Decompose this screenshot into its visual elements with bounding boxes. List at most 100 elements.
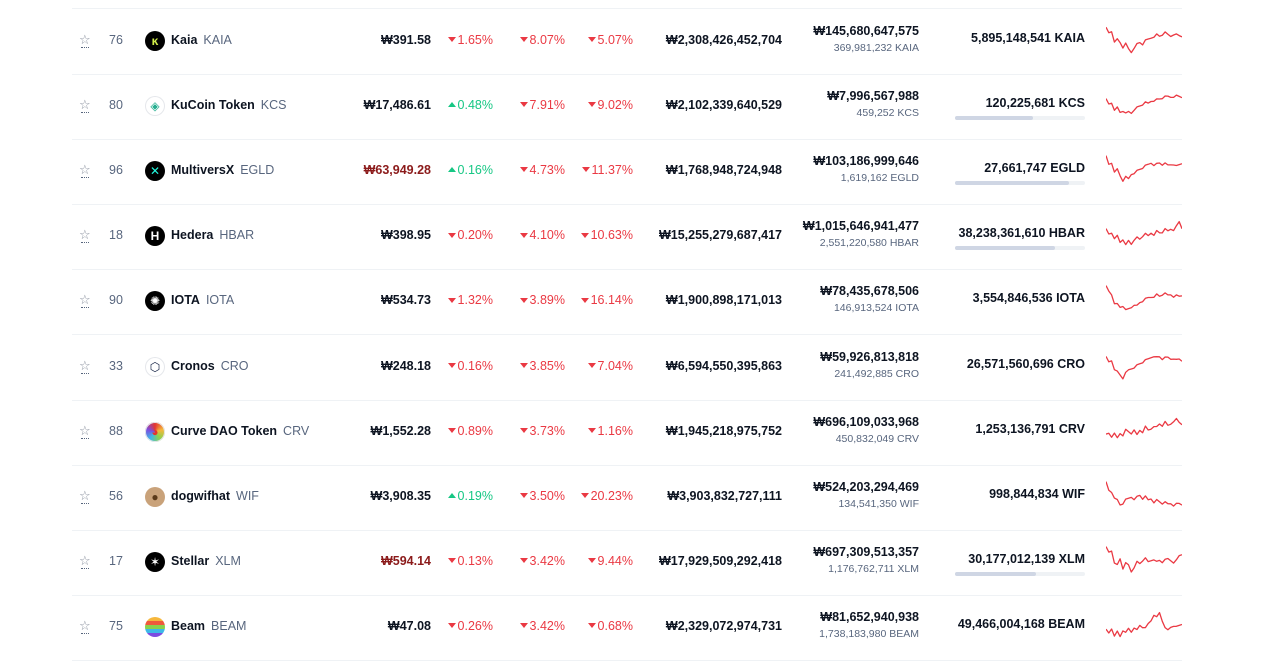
coin-name-link[interactable]: Beam BEAM	[171, 619, 246, 633]
star-outline-icon[interactable]: ☆	[79, 487, 91, 504]
volume-24h[interactable]: ₩7,996,567,988	[827, 89, 919, 104]
volume-24h[interactable]: ₩524,203,294,469	[813, 479, 919, 494]
caret-up-icon	[447, 492, 456, 498]
volume-24h[interactable]: ₩697,309,513,357	[813, 544, 919, 559]
table-row[interactable]: ☆ 90 ✺ IOTA IOTA ₩534.73 1.32% 3.89% 16.14% ₩1,90…	[72, 269, 1182, 336]
coin-name-link[interactable]: Kaia KAIA	[171, 33, 232, 47]
change-7d-value: 0.68%	[597, 618, 633, 633]
change-1h: 0.48%	[447, 98, 493, 112]
coin-price: ₩248.18	[380, 358, 431, 373]
sparkline-path	[1106, 26, 1182, 54]
change-24h-value: 4.10%	[529, 228, 565, 243]
coin-logo-glyph: ✕	[149, 164, 161, 179]
dotted-underline	[81, 437, 89, 439]
coin-symbol: CRO	[220, 358, 249, 373]
volume-24h[interactable]: ₩696,109,033,968	[813, 414, 919, 429]
volume-24h[interactable]: ₩145,680,647,575	[813, 24, 919, 38]
table-row[interactable]: ☆ 88 ◕ Curve DAO Token CRV ₩1,552.28 0.89% 3.73…	[72, 400, 1182, 466]
circulating-supply: 3,554,846,536 IOTA	[972, 291, 1085, 306]
coin-logo-icon: ✶	[145, 551, 165, 572]
change-24h-value: 3.89%	[529, 293, 565, 308]
caret-down-icon	[587, 623, 596, 629]
coin-logo-icon: ✺	[145, 291, 165, 312]
change-7d-value: 11.37%	[591, 163, 633, 178]
coin-name-link[interactable]: Curve DAO Token CRV	[171, 424, 309, 438]
caret-down-icon	[581, 167, 590, 173]
volume-24h[interactable]: ₩103,186,999,646	[813, 154, 919, 169]
market-cap: ₩1,768,948,724,948	[665, 163, 782, 178]
change-1h: 0.20%	[447, 228, 493, 243]
star-outline-icon[interactable]: ☆	[79, 357, 91, 374]
market-cap: ₩1,945,218,975,752	[665, 423, 782, 438]
circulating-supply: 998,844,834 WIF	[989, 486, 1085, 501]
change-7d-value: 20.23%	[590, 488, 633, 503]
rank-number: 96	[109, 163, 123, 178]
circulating-supply: 120,225,681 KCS	[985, 96, 1085, 111]
star-outline-icon[interactable]: ☆	[79, 97, 91, 114]
table-row[interactable]: ☆ 80 ◈ KuCoin Token KCS ₩17,486.61 0.48% 7.91% 9…	[72, 74, 1182, 141]
supply-progress-bar	[955, 571, 1085, 576]
market-cap: ₩1,900,898,171,013	[665, 293, 782, 308]
coin-price: ₩47.08	[387, 618, 431, 633]
coin-name-link[interactable]: IOTA IOTA	[171, 293, 234, 307]
volume-24h[interactable]: ₩81,652,940,938	[820, 609, 919, 624]
star-outline-icon[interactable]: ☆	[79, 552, 91, 569]
star-outline-icon[interactable]: ☆	[79, 617, 91, 634]
star-outline-icon[interactable]: ☆	[79, 162, 91, 179]
coin-symbol: IOTA	[205, 293, 235, 308]
coin-name: Curve DAO Token	[171, 423, 278, 438]
coin-symbol: EGLD	[240, 163, 275, 178]
change-1h: 0.19%	[447, 489, 493, 503]
volume-24h[interactable]: ₩59,926,813,818	[820, 349, 919, 364]
sparkline-7d	[1106, 355, 1182, 380]
coin-logo-glyph: ●	[151, 489, 159, 504]
circulating-supply: 30,177,012,139 XLM	[968, 551, 1085, 566]
coin-symbol: WIF	[236, 488, 259, 503]
table-row[interactable]: ☆ 56 ● dogwifhat WIF ₩3,908.35 0.19% 3.50% 20.23…	[72, 465, 1182, 531]
change-24h: 4.73%	[519, 163, 565, 177]
star-outline-icon[interactable]: ☆	[79, 422, 91, 439]
sparkline-path	[1106, 417, 1182, 438]
change-1h-value: 0.20%	[457, 228, 493, 243]
table-row[interactable]: ☆ 96 ✕ MultiversX EGLD ₩63,949.28 0.16% 4.73% 11…	[72, 139, 1182, 206]
volume-24h[interactable]: ₩78,435,678,506	[820, 284, 919, 299]
volume-24h[interactable]: ₩1,015,646,941,477	[802, 219, 919, 234]
rank-number: 18	[109, 228, 123, 243]
coin-name-link[interactable]: dogwifhat WIF	[171, 489, 259, 503]
coin-name-link[interactable]: MultiversX EGLD	[171, 163, 274, 177]
table-row[interactable]: ☆ 17 ✶ Stellar XLM ₩594.14 0.13% 3.42% 9.44% ₩17,…	[72, 530, 1182, 596]
coin-symbol: BEAM	[211, 618, 247, 633]
caret-down-icon	[519, 232, 528, 238]
coin-logo-icon: ✕	[145, 161, 165, 182]
coin-logo-glyph: ◕	[151, 424, 159, 439]
coin-name-link[interactable]: KuCoin Token KCS	[171, 98, 287, 112]
market-cap: ₩3,903,832,727,111	[667, 488, 782, 503]
sparkline-path	[1106, 481, 1182, 507]
coin-logo-glyph: ĸ	[151, 34, 159, 48]
table-row[interactable]: ☆ 75 Beam BEAM ₩47.08 0.26% 3.42% 0.68% ₩2,329,0…	[72, 595, 1182, 661]
caret-down-icon	[519, 427, 528, 433]
market-cap: ₩17,929,509,292,418	[658, 553, 782, 568]
volume-24h-coins: 369,981,232 KAIA	[833, 42, 919, 54]
coin-name-link[interactable]: Cronos CRO	[171, 359, 249, 373]
table-row[interactable]: ☆ 18 H Hedera HBAR ₩398.95 0.20% 4.10% 10.63% ₩15…	[72, 204, 1182, 271]
change-7d-value: 9.02%	[597, 98, 633, 113]
change-24h-value: 3.42%	[529, 553, 565, 568]
star-outline-icon[interactable]: ☆	[79, 32, 91, 48]
change-7d: 11.37%	[581, 163, 633, 178]
coin-symbol: CRV	[283, 423, 310, 438]
volume-24h-coins: 134,541,350 WIF	[838, 497, 919, 510]
table-row[interactable]: ☆ 76 ĸ Kaia KAIA ₩391.58 1.65% 8.07% 5.07% ₩2,308…	[72, 9, 1182, 75]
table-row[interactable]: ☆ 33 ⬡ Cronos CRO ₩248.18 0.16% 3.85% 7.04% ₩6,59…	[72, 335, 1182, 401]
dotted-underline	[81, 567, 89, 569]
coin-name-link[interactable]: Stellar XLM	[171, 554, 241, 568]
coin-name-link[interactable]: Hedera HBAR	[171, 228, 254, 242]
sparkline-7d	[1106, 481, 1182, 507]
sparkline-path	[1106, 355, 1182, 380]
supply-progress-bar	[955, 116, 1085, 121]
market-cap: ₩2,308,426,452,704	[665, 33, 782, 47]
star-outline-icon[interactable]: ☆	[79, 227, 91, 244]
change-7d-value: 7.04%	[597, 358, 633, 373]
market-cap: ₩6,594,550,395,863	[665, 358, 782, 373]
star-outline-icon[interactable]: ☆	[79, 292, 91, 309]
